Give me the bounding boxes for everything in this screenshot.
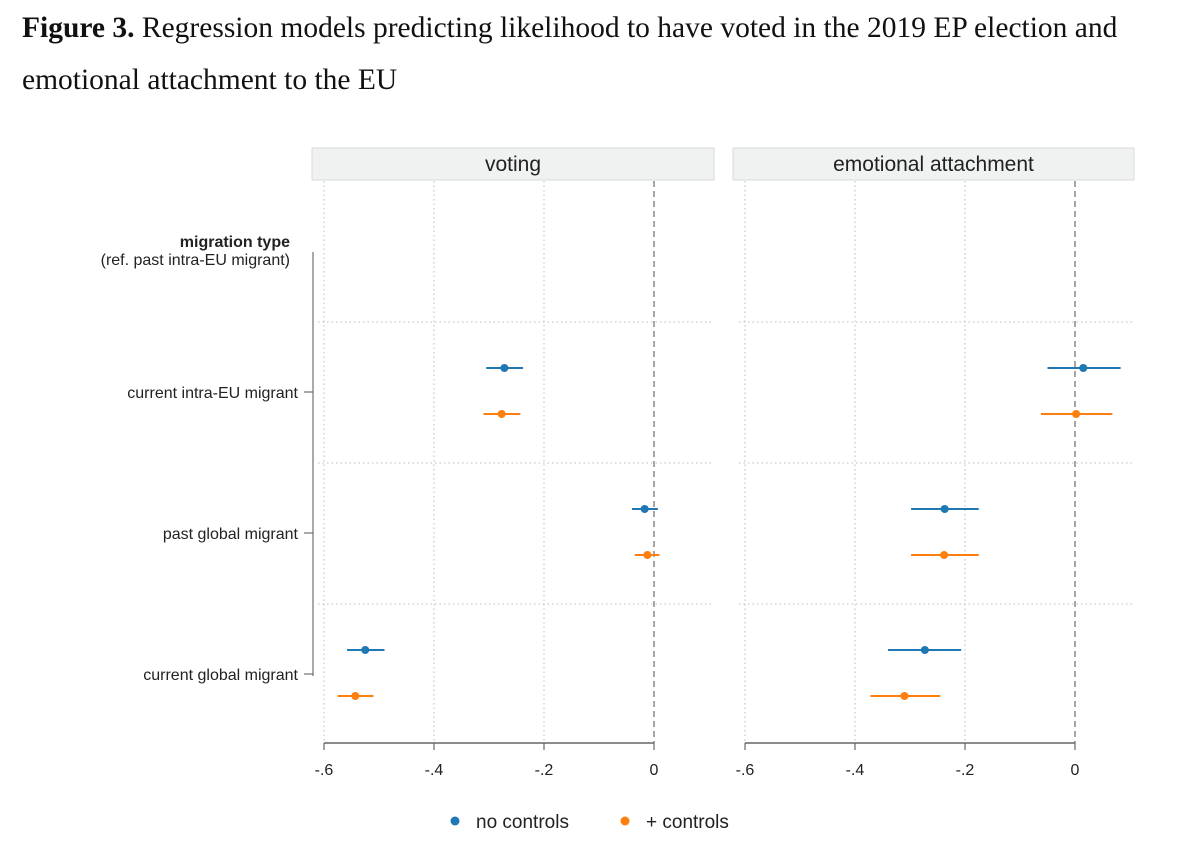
estimate-point	[940, 505, 949, 513]
x-tick-label: -.2	[956, 762, 975, 779]
estimate-point	[361, 646, 370, 654]
panel-header	[732, 147, 1135, 181]
panel-voting: voting -.6 -.4 -.2 0	[311, 147, 715, 779]
estimate-point	[900, 692, 909, 700]
figure-label: Figure 3.	[22, 12, 135, 44]
x-tick-label: -.6	[736, 762, 755, 779]
estimate-point	[1079, 364, 1088, 372]
x-tick-label: 0	[650, 762, 659, 779]
panel-title: voting	[485, 153, 541, 176]
estimate-point	[643, 551, 652, 559]
y-group-subtitle: (ref. past intra-EU migrant)	[101, 252, 290, 269]
panel-header	[311, 147, 715, 181]
figure-caption: Figure 3. Regression models predicting l…	[22, 2, 1192, 106]
estimate-point	[497, 410, 506, 418]
y-category-label: current global migrant	[143, 667, 298, 684]
estimate-point	[500, 364, 509, 372]
x-tick-label: -.4	[425, 762, 444, 779]
y-group-title: migration type	[180, 234, 290, 251]
legend-marker	[620, 816, 630, 826]
estimate-point	[351, 692, 360, 700]
estimate-point	[940, 551, 949, 559]
x-tick-label: -.6	[315, 762, 334, 779]
legend-marker	[450, 816, 460, 826]
x-tick-label: 0	[1071, 762, 1080, 779]
panel-title: emotional attachment	[833, 153, 1034, 176]
x-tick-label: -.4	[846, 762, 865, 779]
y-category-label: current intra-EU migrant	[127, 385, 298, 402]
figure-caption-text: Regression models predicting likelihood …	[22, 12, 1118, 96]
legend-label: + controls	[646, 812, 729, 833]
estimate-point	[1072, 410, 1081, 418]
legend-label: no controls	[476, 812, 569, 833]
estimate-point	[640, 505, 649, 513]
estimate-point	[920, 646, 929, 654]
panel-emotional-attachment: emotional attachment -.6 -.4 -.2 0	[732, 147, 1135, 779]
y-category-label: past global migrant	[163, 526, 299, 543]
x-tick-label: -.2	[535, 762, 554, 779]
